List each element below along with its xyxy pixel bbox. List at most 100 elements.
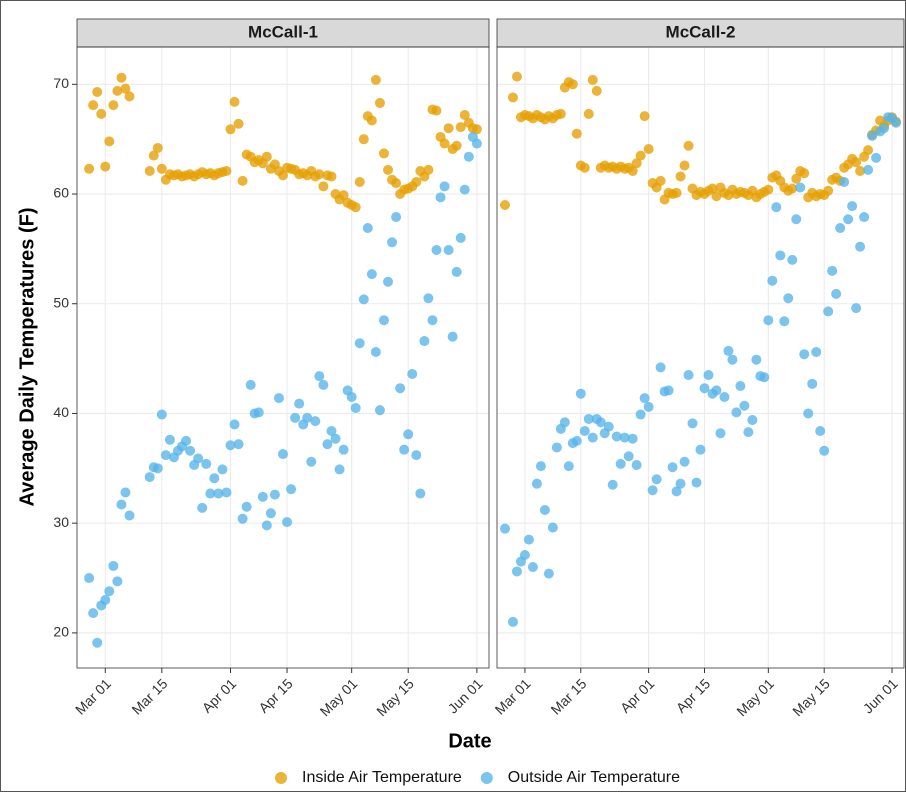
data-point	[587, 432, 598, 443]
panel-border	[496, 46, 905, 669]
data-point	[811, 347, 822, 358]
data-point	[273, 393, 284, 404]
data-point	[679, 160, 690, 171]
data-point	[727, 354, 738, 365]
data-point	[667, 462, 678, 473]
data-point	[290, 412, 301, 423]
data-point	[447, 331, 458, 342]
panel-background	[77, 47, 489, 668]
data-point	[193, 453, 204, 464]
data-point	[567, 79, 578, 90]
data-point	[233, 439, 244, 450]
data-point	[156, 163, 167, 174]
data-point	[823, 185, 834, 196]
data-point	[663, 385, 674, 396]
data-point	[322, 439, 333, 450]
y-tick-label: 30	[53, 514, 69, 530]
data-point	[378, 315, 389, 326]
data-point	[403, 429, 414, 440]
data-point	[181, 435, 192, 446]
y-tick-label: 20	[53, 624, 69, 640]
data-point	[647, 485, 658, 496]
data-point	[318, 181, 329, 192]
data-point	[739, 400, 750, 411]
data-point	[269, 489, 280, 500]
data-point	[879, 123, 890, 134]
data-point	[631, 460, 642, 471]
data-point	[823, 306, 834, 317]
data-point	[112, 85, 123, 96]
data-point	[261, 520, 272, 531]
data-point	[455, 122, 466, 133]
data-point	[743, 427, 754, 438]
data-point	[152, 463, 163, 474]
data-point	[851, 303, 862, 314]
data-point	[591, 85, 602, 96]
data-point	[197, 502, 208, 513]
facet-title: McCall-1	[248, 22, 318, 41]
data-point	[859, 212, 870, 223]
data-point	[431, 244, 442, 255]
data-point	[326, 426, 337, 437]
data-point	[463, 151, 474, 162]
data-point	[891, 117, 902, 128]
data-point	[148, 150, 159, 161]
data-point	[723, 345, 734, 356]
data-point	[759, 372, 770, 383]
data-point	[253, 407, 264, 418]
data-point	[257, 491, 268, 502]
data-point	[499, 523, 510, 534]
data-point	[807, 378, 818, 389]
data-point	[383, 164, 394, 175]
x-axis-title: Date	[448, 730, 491, 752]
data-point	[439, 138, 450, 149]
data-point	[419, 336, 430, 347]
data-point	[338, 444, 349, 455]
data-point	[221, 165, 232, 176]
data-point	[595, 417, 606, 428]
data-point	[201, 458, 212, 469]
data-point	[507, 616, 518, 627]
data-point	[611, 431, 622, 442]
data-point	[278, 170, 288, 181]
data-point	[679, 456, 690, 467]
data-point	[407, 368, 418, 379]
data-point	[387, 237, 398, 248]
facet-title: McCall-2	[666, 22, 736, 41]
data-point	[221, 487, 232, 498]
data-point	[451, 140, 462, 151]
data-point	[92, 637, 103, 648]
data-point	[455, 232, 466, 243]
data-point	[787, 254, 798, 265]
data-point	[851, 157, 862, 168]
data-point	[511, 566, 522, 577]
data-point	[571, 128, 582, 139]
data-point	[791, 214, 802, 225]
data-point	[399, 444, 410, 455]
data-point	[799, 349, 810, 360]
data-point	[314, 169, 325, 180]
data-point	[835, 223, 846, 234]
data-point	[715, 428, 726, 439]
data-point	[671, 187, 682, 198]
data-point	[120, 487, 131, 498]
data-point	[559, 417, 570, 428]
data-point	[443, 244, 454, 255]
data-point	[607, 479, 618, 490]
y-tick-label: 60	[53, 185, 69, 201]
data-point	[374, 97, 385, 108]
data-point	[519, 549, 530, 560]
data-point	[747, 415, 758, 426]
data-point	[378, 148, 389, 159]
data-point	[326, 171, 337, 182]
data-point	[358, 294, 369, 305]
legend-label: Inside Air Temperature	[302, 769, 462, 786]
data-point	[511, 71, 522, 82]
data-point	[318, 379, 329, 390]
data-point	[767, 275, 778, 286]
data-point	[711, 385, 722, 396]
data-point	[395, 383, 406, 394]
data-point	[787, 183, 798, 194]
data-point	[237, 513, 248, 524]
